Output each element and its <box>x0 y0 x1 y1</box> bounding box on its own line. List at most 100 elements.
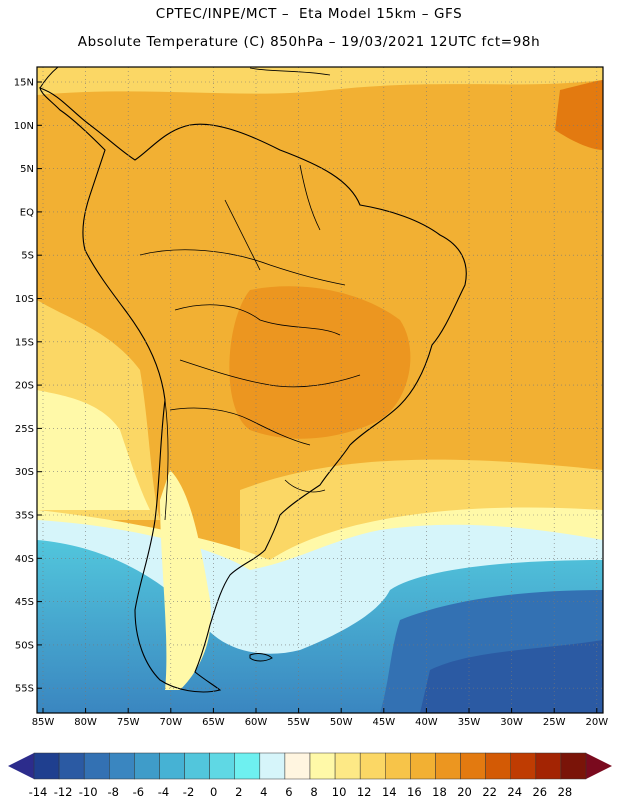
caribbean-coast <box>249 67 331 76</box>
latitude-label: 25S <box>15 424 34 435</box>
graticule <box>37 67 603 713</box>
longitude-label: 85W <box>32 717 55 728</box>
colorbar-swatch <box>334 752 361 780</box>
colorbar-swatch <box>510 752 537 780</box>
colorbar-label: 10 <box>332 785 347 799</box>
map-frame <box>36 66 604 714</box>
longitude-labels: 85W 80W 75W 70W 65W 60W 55W 50W 45W 40W 35W 30W 25W 2… <box>32 717 609 728</box>
coastlines <box>39 67 467 693</box>
map-title-line1: CPTEC/INPE/MCT – Eta Model 15km – GFS <box>155 6 463 22</box>
colorbar-label: -8 <box>108 785 119 799</box>
longitude-label: 45W <box>372 717 395 728</box>
field-cold-deep <box>420 640 603 713</box>
latitude-label: EQ <box>20 207 34 218</box>
colorbar-swatch <box>33 752 60 780</box>
colorbar: -14 -12 -10 -8 -6 -4 -2 0 2 4 6 8 10 12 14 16 18 20 22 24 26… <box>8 752 612 799</box>
longitude-label: 35W <box>458 717 481 728</box>
colorbar-swatch <box>460 752 486 780</box>
longitude-label: 30W <box>500 717 523 728</box>
colorbar-swatch <box>109 752 135 780</box>
colorbar-swatch <box>385 752 411 780</box>
colorbar-label: 22 <box>482 785 497 799</box>
field-warm-core <box>229 286 411 439</box>
latitude-label: 55S <box>15 684 34 695</box>
field-patagonia-light <box>160 470 211 690</box>
colorbar-label: 20 <box>457 785 472 799</box>
colorbar-swatch <box>535 752 562 780</box>
colorbar-swatch <box>159 752 185 780</box>
latitude-label: 20S <box>15 381 34 392</box>
colorbar-swatch <box>83 752 110 780</box>
colorbar-swatches <box>33 752 587 780</box>
longitude-label: 25W <box>543 717 566 728</box>
longitude-label: 50W <box>330 717 353 728</box>
colorbar-label: 24 <box>507 785 522 799</box>
border-line <box>139 249 346 286</box>
colorbar-swatch <box>359 752 386 780</box>
longitude-label: 65W <box>202 717 225 728</box>
colorbar-label: 2 <box>235 785 242 799</box>
field-pacific-paleyellow <box>37 390 150 510</box>
longitude-label: 55W <box>287 717 310 728</box>
border-line <box>284 479 326 493</box>
latitude-label: 40S <box>15 554 34 565</box>
colorbar-over-arrow <box>586 753 612 779</box>
colorbar-swatch <box>209 752 235 780</box>
latitude-label: 30S <box>15 467 34 478</box>
colorbar-swatch <box>259 752 286 780</box>
colorbar-label: 0 <box>210 785 217 799</box>
field-warm-ne <box>555 80 603 150</box>
latitude-label: 10S <box>15 294 34 305</box>
colorbar-label: 26 <box>532 785 547 799</box>
colorbar-labels: -14 -12 -10 -8 -6 -4 -2 0 2 4 6 8 10 12 14 16 18 20 22 24 26… <box>29 785 573 799</box>
colorbar-label: 18 <box>432 785 447 799</box>
colorbar-label: 8 <box>310 785 317 799</box>
longitude-label: 75W <box>117 717 140 728</box>
colorbar-label: 16 <box>407 785 422 799</box>
colorbar-label: -14 <box>29 785 48 799</box>
latitude-label: 10N <box>14 121 34 132</box>
longitude-label: 70W <box>159 717 182 728</box>
longitude-label: 80W <box>74 717 97 728</box>
colorbar-swatch <box>485 752 511 780</box>
border-line <box>299 164 321 231</box>
colorbar-swatch <box>309 752 336 780</box>
border-line <box>174 304 341 336</box>
colorbar-label: 14 <box>382 785 397 799</box>
colorbar-label: -6 <box>133 785 144 799</box>
colorbar-swatch <box>234 752 261 780</box>
latitude-label: 15S <box>15 337 34 348</box>
border-line <box>169 407 311 446</box>
colorbar-swatch <box>435 752 461 780</box>
colorbar-swatch <box>184 752 210 780</box>
colorbar-swatch <box>410 752 436 780</box>
colorbar-label: -4 <box>158 785 169 799</box>
latitude-labels: 15N 10N 5N EQ 5S 10S 15S 20S 25S 30S 35S 40S 45S 50S 5… <box>14 78 34 695</box>
south-america-outline <box>39 87 467 693</box>
colorbar-label: 12 <box>357 785 372 799</box>
colorbar-swatch <box>134 752 160 780</box>
central-america-coast <box>39 67 59 89</box>
colorbar-label: -10 <box>79 785 98 799</box>
longitude-label: 40W <box>415 717 438 728</box>
falklands-outline <box>249 653 273 662</box>
colorbar-label: -2 <box>183 785 194 799</box>
map-title-line2: Absolute Temperature (C) 850hPa – 19/03/… <box>77 34 541 50</box>
colorbar-swatch <box>58 752 85 780</box>
border-line <box>224 199 261 271</box>
longitude-label: 60W <box>245 717 268 728</box>
colorbar-label: 28 <box>558 785 573 799</box>
latitude-label: 5N <box>20 164 34 175</box>
colorbar-label: 6 <box>285 785 292 799</box>
colorbar-swatch <box>284 752 311 780</box>
border-line <box>164 399 169 521</box>
longitude-label: 20W <box>585 717 608 728</box>
colorbar-under-arrow <box>8 753 34 779</box>
colorbar-swatch <box>560 752 587 780</box>
field-north-light <box>37 67 603 95</box>
latitude-label: 5S <box>21 251 34 262</box>
latitude-label: 45S <box>15 597 34 608</box>
colorbar-label: 4 <box>260 785 267 799</box>
latitude-label: 50S <box>15 640 34 651</box>
